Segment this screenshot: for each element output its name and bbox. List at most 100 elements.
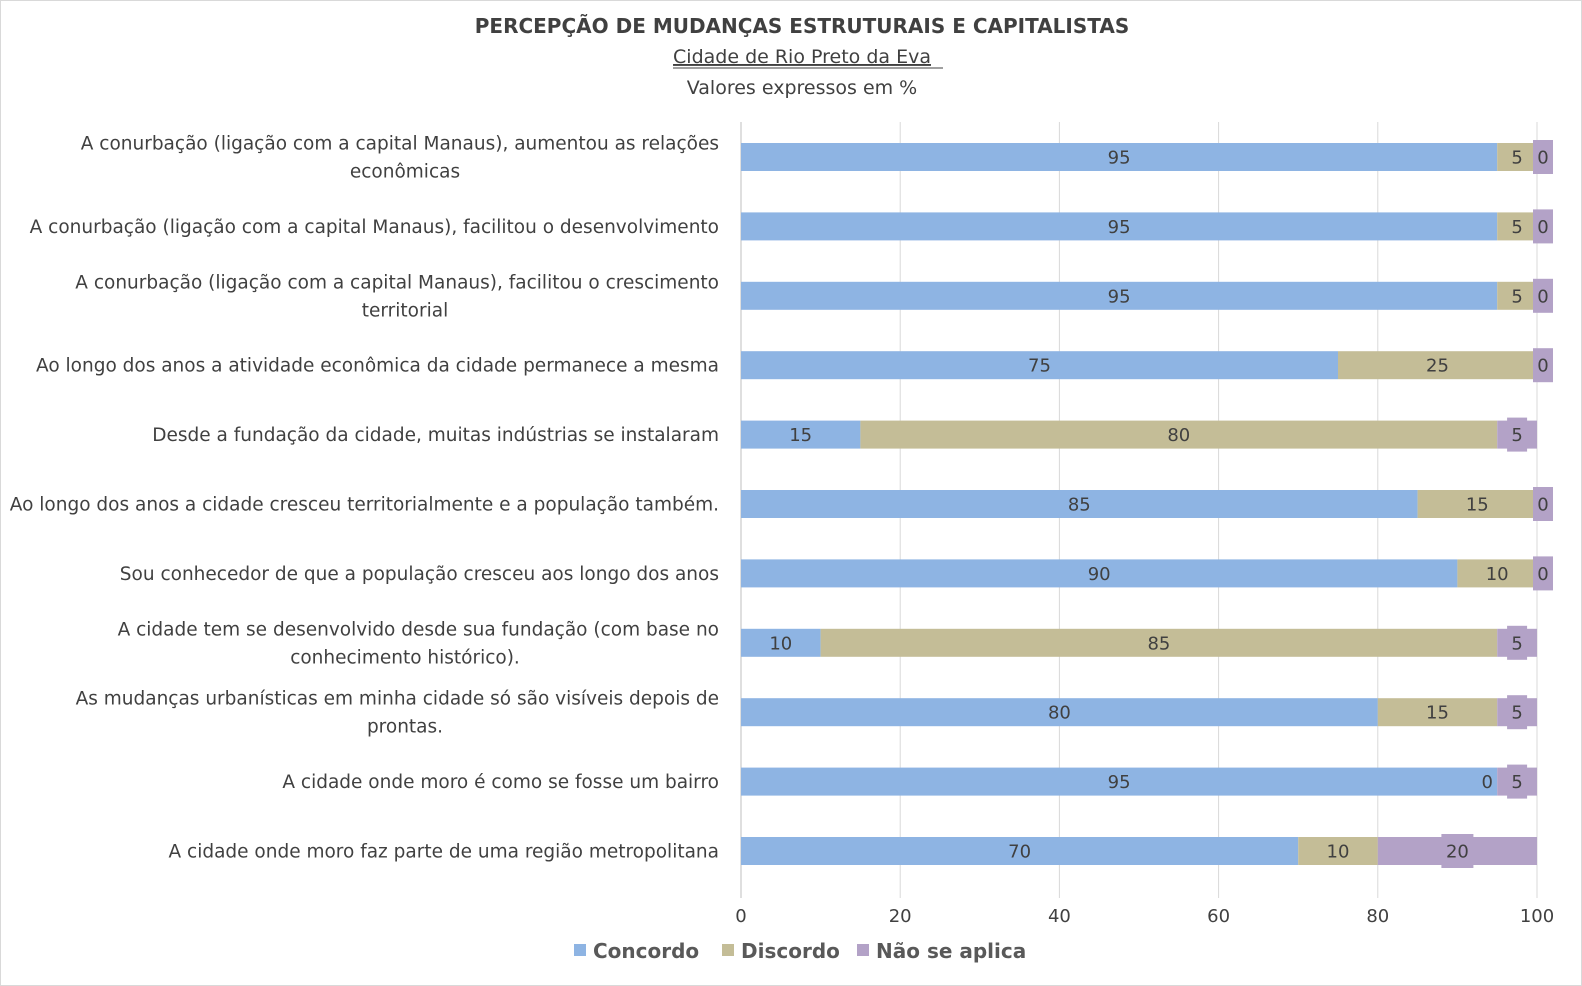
bars: 95 5 095 5 095 5 075 25 015 80 585 15 090 10 010 85 580 1…	[741, 140, 1553, 868]
data-label-1-0: 95	[1108, 217, 1131, 238]
bar-discordo-1	[1497, 212, 1537, 241]
data-label-box-10-2	[1441, 834, 1474, 868]
data-label-3-2: 0	[1537, 356, 1548, 377]
x-tick-label-80: 80	[1366, 906, 1389, 927]
data-label-7-0: 10	[769, 633, 792, 654]
data-label-box-0-2	[1533, 140, 1553, 174]
bar-discordo-3	[1338, 351, 1537, 380]
legend-label-concordo: Concordo	[593, 939, 699, 963]
category-label-3: Ao longo dos anos a atividade econômica …	[36, 356, 719, 377]
data-label-box-5-2	[1533, 487, 1553, 521]
bar-discordo-4	[860, 420, 1498, 449]
legend-swatch-discordo	[722, 944, 734, 956]
data-label-9-1: 0	[1481, 772, 1492, 793]
data-label-3-0: 75	[1028, 356, 1051, 377]
data-label-0-0: 95	[1108, 148, 1131, 169]
category-label-8-line-0: As mudanças urbanísticas em minha cidade…	[76, 689, 719, 710]
bar-discordo-5	[1417, 490, 1537, 518]
category-labels: A conurbação (ligação com a capital Mana…	[10, 134, 719, 863]
bar-concordo-6	[741, 559, 1458, 588]
category-label-1: A conurbação (ligação com a capital Mana…	[30, 217, 719, 238]
x-tick-label-100: 100	[1520, 906, 1554, 927]
category-label-0-line-1: econômicas	[350, 162, 460, 183]
data-label-6-0: 90	[1088, 564, 1111, 585]
data-label-9-0: 95	[1108, 772, 1131, 793]
data-label-5-0: 85	[1068, 495, 1091, 516]
category-label-8-line-1: prontas.	[367, 717, 443, 738]
bar-concordo-1	[741, 212, 1498, 241]
data-label-2-1: 5	[1511, 286, 1522, 307]
legend-label-não-se-aplica: Não se aplica	[876, 939, 1026, 963]
data-label-1-2: 0	[1537, 217, 1548, 238]
chart-subtitle: Cidade de Rio Preto da Eva	[673, 46, 931, 68]
x-tick-label-20: 20	[889, 906, 912, 927]
data-label-box-9-2	[1507, 764, 1528, 799]
bar-concordo-5	[741, 490, 1418, 518]
category-label-2-line-1: territorial	[362, 300, 448, 321]
bar-concordo-10	[741, 837, 1299, 865]
category-label-7-line-0: A cidade tem se desenvolvido desde sua f…	[118, 619, 719, 640]
category-label-2-line-0: A conurbação (ligação com a capital Mana…	[75, 272, 719, 293]
category-label-6: Sou conhecedor de que a população cresce…	[120, 564, 719, 585]
data-label-0-1: 5	[1511, 148, 1522, 169]
chart-title: PERCEPÇÃO DE MUDANÇAS ESTRUTURAIS E CAPI…	[475, 14, 1129, 38]
data-label-0-2: 0	[1537, 148, 1548, 169]
data-label-10-1: 10	[1327, 842, 1350, 863]
data-label-3-1: 25	[1426, 356, 1449, 377]
data-label-box-1-2	[1533, 209, 1553, 244]
category-label-0-line-0: A conurbação (ligação com a capital Mana…	[81, 134, 719, 155]
category-label-10: A cidade onde moro faz parte de uma regi…	[168, 842, 719, 863]
data-label-5-2: 0	[1537, 495, 1548, 516]
bar-concordo-4	[741, 420, 861, 449]
data-label-10-2: 20	[1446, 842, 1469, 863]
data-label-6-1: 10	[1486, 564, 1509, 585]
data-label-7-1: 85	[1147, 633, 1170, 654]
bar-concordo-7	[741, 628, 821, 657]
bar-discordo-6	[1457, 559, 1537, 588]
bar-discordo-8	[1377, 698, 1498, 727]
data-label-10-0: 70	[1008, 842, 1031, 863]
legend-swatch-não-se-aplica	[857, 944, 869, 956]
data-label-1-1: 5	[1511, 217, 1522, 238]
x-axis-ticks: 0 20 40 60 80 100	[735, 906, 1554, 927]
bar-concordo-9	[741, 767, 1498, 796]
data-label-4-0: 15	[789, 425, 812, 446]
category-label-4: Desde a fundação da cidade, muitas indús…	[152, 425, 719, 446]
data-label-8-1: 15	[1426, 703, 1449, 724]
bar-discordo-10	[1298, 837, 1378, 865]
category-label-5: Ao longo dos anos a cidade cresceu terri…	[10, 495, 719, 516]
data-label-5-1: 15	[1466, 495, 1489, 516]
bar-concordo-0	[741, 143, 1498, 171]
data-label-8-2: 5	[1511, 703, 1522, 724]
legend: Concordo Discordo Não se aplica	[574, 939, 1026, 963]
data-label-box-3-2	[1533, 348, 1553, 383]
data-label-2-2: 0	[1537, 286, 1548, 307]
data-label-8-0: 80	[1048, 703, 1071, 724]
chart-subtitle-units: Valores expressos em %	[687, 77, 918, 99]
data-label-4-2: 5	[1511, 425, 1522, 446]
bar-discordo-7	[820, 628, 1498, 657]
bar-concordo-8	[741, 698, 1378, 727]
data-label-2-0: 95	[1108, 286, 1131, 307]
legend-swatch-concordo	[574, 944, 586, 956]
bar-discordo-2	[1497, 281, 1537, 310]
x-tick-label-0: 0	[735, 906, 746, 927]
bar-discordo-0	[1497, 143, 1537, 171]
data-label-box-8-2	[1507, 695, 1528, 730]
x-tick-label-60: 60	[1207, 906, 1230, 927]
data-label-9-2: 5	[1511, 772, 1522, 793]
bar-concordo-3	[741, 351, 1338, 380]
data-label-box-6-2	[1533, 556, 1553, 591]
data-label-6-2: 0	[1537, 564, 1548, 585]
data-label-box-2-2	[1533, 278, 1553, 313]
legend-label-discordo: Discordo	[741, 939, 840, 963]
category-label-7-line-1: conhecimento histórico).	[290, 647, 520, 668]
data-label-4-1: 80	[1167, 425, 1190, 446]
x-tick-label-40: 40	[1048, 906, 1071, 927]
data-label-7-2: 5	[1511, 633, 1522, 654]
data-label-box-4-2	[1507, 417, 1528, 452]
bar-concordo-2	[741, 281, 1498, 310]
category-label-9: A cidade onde moro é como se fosse um ba…	[282, 772, 719, 793]
data-label-box-7-2	[1507, 625, 1528, 660]
